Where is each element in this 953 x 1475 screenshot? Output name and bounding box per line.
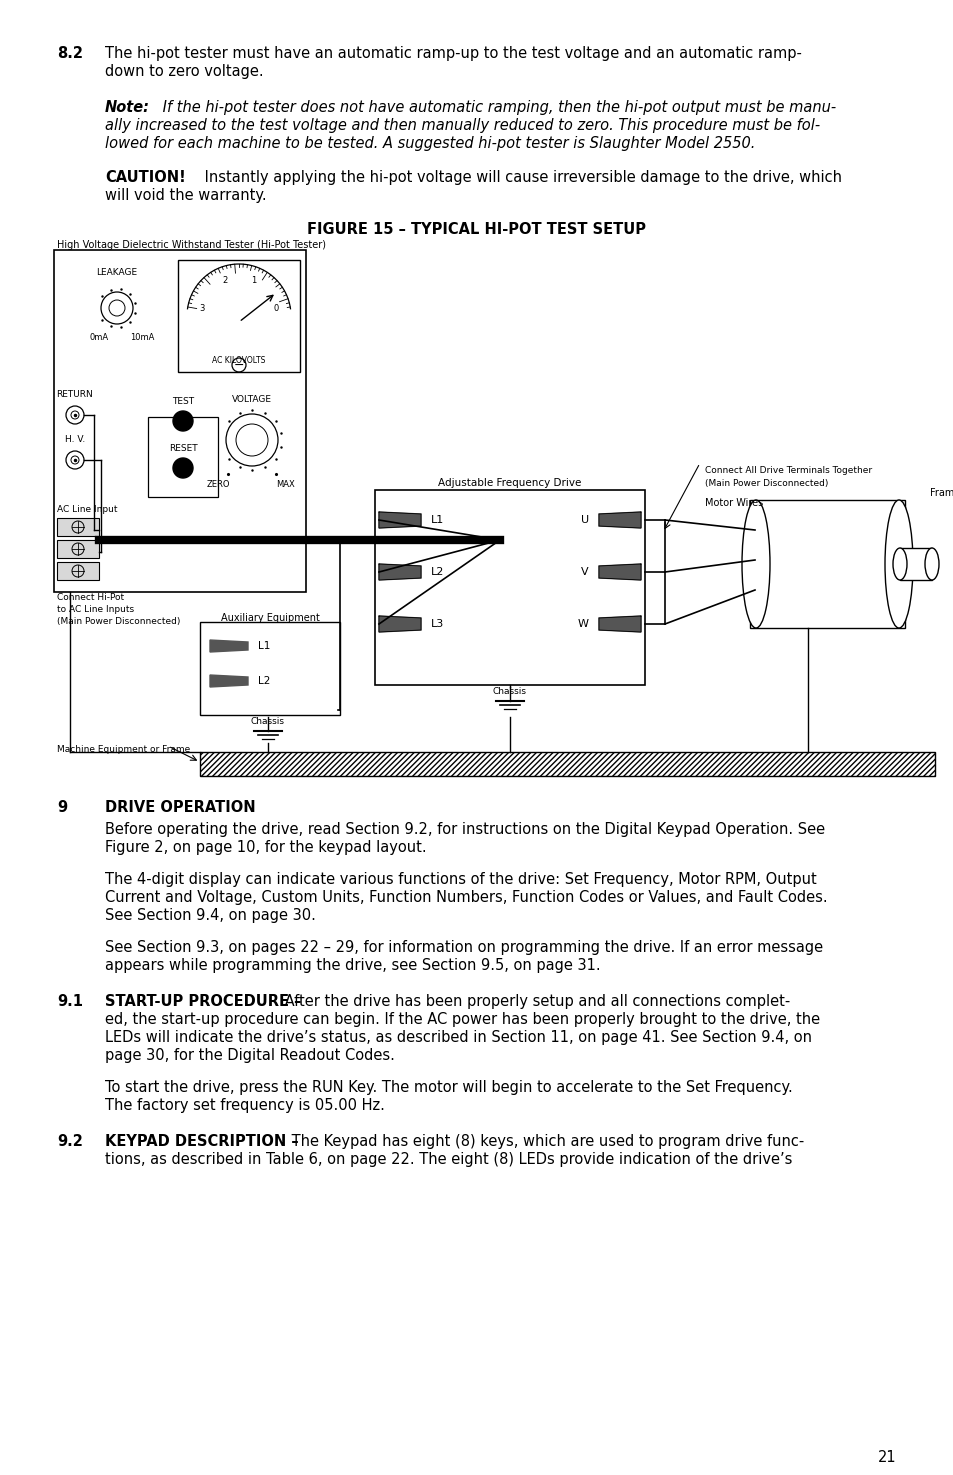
Bar (200, 752, 934, 776)
Text: tions, as described in Table 6, on page 22. The eight (8) LEDs provide indicatio: tions, as described in Table 6, on page … (105, 1152, 792, 1167)
Text: RESET: RESET (169, 444, 197, 453)
Text: LEAKAGE: LEAKAGE (96, 268, 137, 277)
Text: 0mA: 0mA (90, 333, 109, 342)
Text: Before operating the drive, read Section 9.2, for instructions on the Digital Ke: Before operating the drive, read Section… (105, 822, 824, 836)
Text: Current and Voltage, Custom Units, Function Numbers, Function Codes or Values, a: Current and Voltage, Custom Units, Funct… (105, 889, 827, 906)
Text: (Main Power Disconnected): (Main Power Disconnected) (704, 479, 827, 488)
Text: ed, the start-up procedure can begin. If the AC power has been properly brought : ed, the start-up procedure can begin. If… (105, 1012, 820, 1027)
Text: AC KILOVOLTS: AC KILOVOLTS (213, 355, 265, 364)
Circle shape (172, 459, 193, 478)
Text: will void the warranty.: will void the warranty. (105, 187, 266, 204)
Text: Adjustable Frequency Drive: Adjustable Frequency Drive (437, 478, 581, 488)
Bar (375, 490, 644, 684)
Bar (200, 622, 339, 715)
Text: High Voltage Dielectric Withstand Tester (Hi-Pot Tester): High Voltage Dielectric Withstand Tester… (57, 240, 326, 249)
Polygon shape (210, 640, 248, 652)
Text: L3: L3 (431, 620, 444, 628)
Text: U: U (580, 515, 588, 525)
Bar (54, 249, 306, 591)
Ellipse shape (924, 549, 938, 580)
Text: Motor Wires: Motor Wires (704, 499, 762, 507)
Text: The 4-digit display can indicate various functions of the drive: Set Frequency, : The 4-digit display can indicate various… (105, 872, 816, 886)
Text: Figure 2, on page 10, for the keypad layout.: Figure 2, on page 10, for the keypad lay… (105, 839, 426, 856)
Text: After the drive has been properly setup and all connections complet-: After the drive has been properly setup … (280, 994, 789, 1009)
Text: 10mA: 10mA (130, 333, 154, 342)
Text: START-UP PROCEDURE –: START-UP PROCEDURE – (105, 994, 301, 1009)
Circle shape (172, 412, 193, 431)
Bar (178, 260, 299, 372)
Bar (57, 540, 99, 558)
Bar (148, 417, 218, 497)
Text: L1: L1 (257, 642, 270, 650)
Text: L1: L1 (431, 515, 444, 525)
Text: −: − (233, 358, 244, 372)
Ellipse shape (892, 549, 906, 580)
Polygon shape (378, 617, 420, 631)
Text: FIGURE 15 – TYPICAL HI-POT TEST SETUP: FIGURE 15 – TYPICAL HI-POT TEST SETUP (307, 223, 646, 237)
Text: 8.2: 8.2 (57, 46, 83, 60)
Text: (Main Power Disconnected): (Main Power Disconnected) (57, 617, 180, 625)
Text: Chassis: Chassis (251, 717, 285, 726)
Polygon shape (598, 617, 640, 631)
Text: AC Line Input: AC Line Input (57, 504, 117, 513)
Text: The Keypad has eight (8) keys, which are used to program drive func-: The Keypad has eight (8) keys, which are… (287, 1134, 803, 1149)
Text: DRIVE OPERATION: DRIVE OPERATION (105, 799, 255, 816)
Text: VOLTAGE: VOLTAGE (232, 395, 272, 404)
Ellipse shape (884, 500, 912, 628)
Polygon shape (378, 512, 420, 528)
Bar (57, 562, 99, 580)
Text: The hi-pot tester must have an automatic ramp-up to the test voltage and an auto: The hi-pot tester must have an automatic… (105, 46, 801, 60)
Text: L2: L2 (257, 676, 270, 686)
Text: 21: 21 (878, 1450, 896, 1465)
Text: Connect All Drive Terminals Together: Connect All Drive Terminals Together (704, 466, 871, 475)
Text: If the hi-pot tester does not have automatic ramping, then the hi-pot output mus: If the hi-pot tester does not have autom… (158, 100, 835, 115)
Text: to AC Line Inputs: to AC Line Inputs (57, 605, 134, 614)
Text: L2: L2 (431, 566, 444, 577)
Text: ZERO: ZERO (206, 479, 230, 490)
Text: 9.2: 9.2 (57, 1134, 83, 1149)
Text: To start the drive, press the RUN Key. The motor will begin to accelerate to the: To start the drive, press the RUN Key. T… (105, 1080, 792, 1094)
Text: See Section 9.3, on pages 22 – 29, for information on programming the drive. If : See Section 9.3, on pages 22 – 29, for i… (105, 940, 822, 954)
Text: CAUTION!: CAUTION! (105, 170, 186, 184)
Text: page 30, for the Digital Readout Codes.: page 30, for the Digital Readout Codes. (105, 1049, 395, 1063)
Text: KEYPAD DESCRIPTION –: KEYPAD DESCRIPTION – (105, 1134, 298, 1149)
Bar (899, 549, 931, 580)
Text: Chassis: Chassis (493, 687, 526, 696)
Text: V: V (580, 566, 588, 577)
Text: Connect Hi-Pot: Connect Hi-Pot (57, 593, 124, 602)
Text: Auxiliary Equipment: Auxiliary Equipment (220, 614, 319, 622)
Polygon shape (210, 676, 248, 687)
Bar (57, 518, 99, 535)
Text: LEDs will indicate the drive’s status, as described in Section 11, on page 41. S: LEDs will indicate the drive’s status, a… (105, 1030, 811, 1044)
Text: See Section 9.4, on page 30.: See Section 9.4, on page 30. (105, 909, 315, 923)
Text: 0: 0 (274, 304, 278, 313)
Ellipse shape (741, 500, 769, 628)
Text: 9.1: 9.1 (57, 994, 83, 1009)
Text: W: W (578, 620, 588, 628)
Text: Instantly applying the hi-pot voltage will cause irreversible damage to the driv: Instantly applying the hi-pot voltage wi… (200, 170, 841, 184)
Text: down to zero voltage.: down to zero voltage. (105, 63, 263, 80)
Text: 3: 3 (199, 304, 204, 313)
Text: TEST: TEST (172, 397, 193, 406)
Text: The factory set frequency is 05.00 Hz.: The factory set frequency is 05.00 Hz. (105, 1097, 384, 1114)
Text: Frame: Frame (929, 488, 953, 499)
Text: Machine Equipment or Frame: Machine Equipment or Frame (57, 745, 190, 754)
Text: MAX: MAX (276, 479, 295, 490)
Text: Note:: Note: (105, 100, 150, 115)
Text: 2: 2 (222, 276, 227, 285)
Text: lowed for each machine to be tested. A suggested hi-pot tester is Slaughter Mode: lowed for each machine to be tested. A s… (105, 136, 755, 150)
Text: ally increased to the test voltage and then manually reduced to zero. This proce: ally increased to the test voltage and t… (105, 118, 820, 133)
Text: 1: 1 (251, 276, 255, 285)
Text: RETURN: RETURN (56, 389, 93, 400)
Polygon shape (378, 563, 420, 580)
Bar (749, 500, 904, 628)
Polygon shape (598, 512, 640, 528)
Text: 9: 9 (57, 799, 67, 816)
Polygon shape (598, 563, 640, 580)
Text: H. V.: H. V. (65, 435, 85, 444)
Text: appears while programming the drive, see Section 9.5, on page 31.: appears while programming the drive, see… (105, 957, 600, 974)
